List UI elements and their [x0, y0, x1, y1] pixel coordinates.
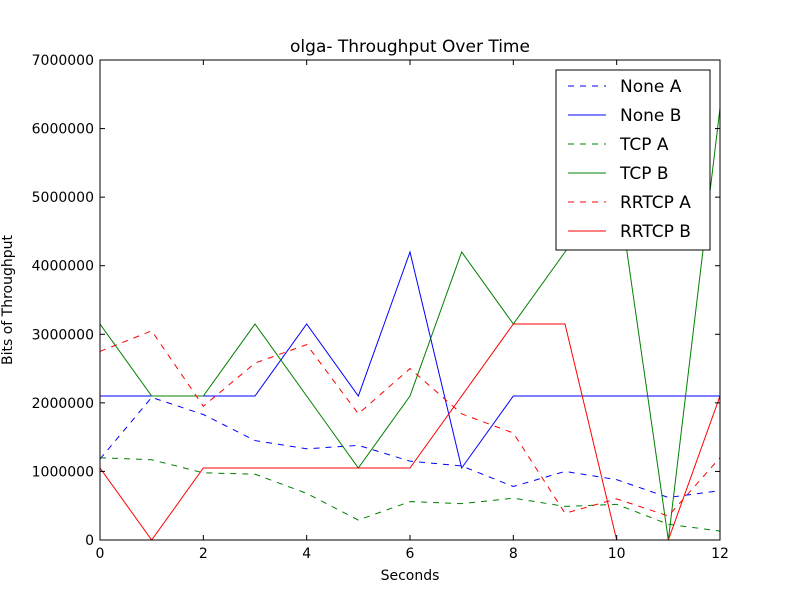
series-line-none-b	[100, 250, 720, 470]
x-tick-label: 0	[96, 546, 105, 562]
legend-entry-label: None A	[620, 77, 682, 97]
x-tick-label: 10	[608, 546, 626, 562]
y-tick-label: 3000000	[32, 327, 94, 343]
legend-entry-label: RRTCP A	[620, 193, 691, 213]
x-tick-label: 6	[406, 546, 415, 562]
y-tick-label: 0	[85, 533, 94, 549]
chart-title: olga- Throughput Over Time	[290, 37, 530, 57]
legend: None A None B TCP A TCP B RRTCP A RRTCP B	[555, 69, 711, 251]
series-line-tcp-a	[100, 457, 720, 532]
series-line-rrtcp-a	[100, 330, 720, 517]
y-axis-label: Bits of Throughput	[0, 234, 16, 365]
x-tick-label: 4	[302, 546, 311, 562]
y-tick-label: 4000000	[32, 259, 94, 275]
y-tick-label: 7000000	[32, 53, 94, 69]
legend-entry-label: RRTCP B	[620, 222, 691, 242]
legend-box	[555, 69, 711, 251]
y-tick-label: 5000000	[32, 190, 94, 206]
x-tick-label: 2	[199, 546, 208, 562]
ticks-layer: 0 2 4 6 8 10 12 0 1000000 2000000 3000000 4000000 50…	[32, 53, 729, 562]
legend-entry-label: TCP B	[619, 164, 669, 184]
x-axis-label: Seconds	[381, 568, 440, 584]
x-tick-label: 12	[711, 546, 729, 562]
series-line-none-a	[100, 396, 720, 498]
series-layer	[100, 107, 720, 540]
legend-entry-label: TCP A	[619, 135, 669, 155]
y-tick-label: 1000000	[32, 464, 94, 480]
series-line-rrtcp-b	[100, 323, 720, 540]
y-tick-label: 2000000	[32, 396, 94, 412]
y-tick-label: 6000000	[32, 122, 94, 138]
legend-entry-label: None B	[620, 106, 681, 126]
x-tick-label: 8	[509, 546, 518, 562]
